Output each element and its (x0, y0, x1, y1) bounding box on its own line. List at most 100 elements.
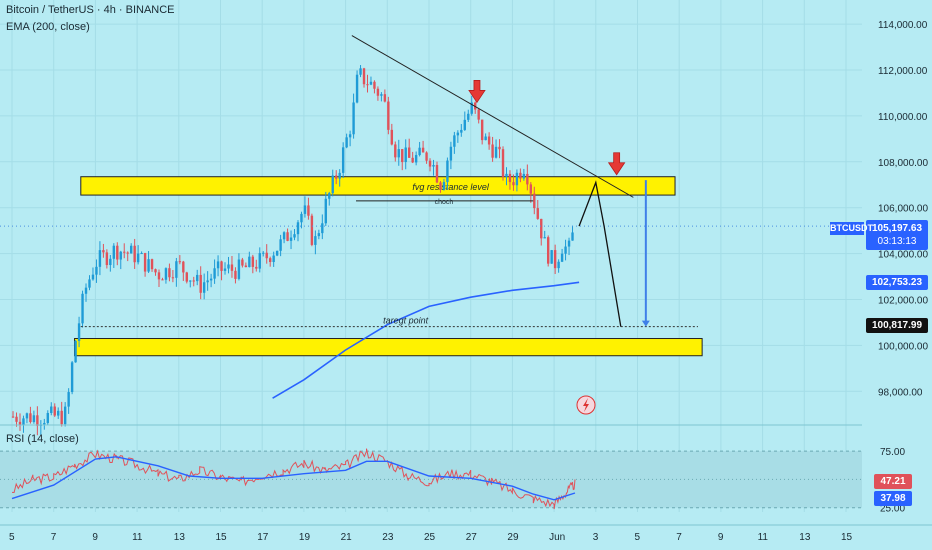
candle (105, 249, 109, 269)
time-tick-label: Jun (549, 532, 565, 543)
candle (168, 263, 171, 282)
candle-body (196, 274, 199, 282)
candle (303, 196, 307, 218)
candle-body (477, 109, 480, 120)
candle-body (564, 246, 567, 254)
candle (564, 239, 567, 261)
candle (296, 220, 300, 242)
candle-body (515, 172, 519, 186)
candle-body (272, 255, 275, 263)
price-tick-label: 110,000.00 (878, 112, 928, 123)
candle-body (147, 259, 150, 272)
candle (449, 141, 453, 170)
candle (81, 290, 84, 328)
candle-body (11, 416, 15, 418)
candle (307, 197, 310, 220)
candle-body (25, 413, 29, 419)
candle (411, 151, 414, 164)
candle-body (449, 146, 453, 161)
candle-body (57, 410, 60, 416)
candle (175, 257, 178, 287)
candle (77, 316, 81, 348)
candle-body (275, 250, 279, 256)
candle-body (43, 422, 46, 425)
projection-path[interactable] (578, 180, 622, 327)
candle-body (189, 280, 192, 282)
time-tick-label: 19 (299, 532, 311, 543)
price-tick-label: 112,000.00 (878, 66, 928, 77)
bar-countdown: 03:13:13 (877, 236, 917, 247)
candle (251, 254, 255, 274)
candle-body (467, 113, 470, 120)
candle (487, 132, 491, 150)
candle-body (453, 135, 456, 147)
candle-body (109, 258, 112, 266)
candle-body (352, 102, 355, 135)
time-tick-label: 13 (174, 532, 186, 543)
candle-body (540, 218, 543, 239)
resistance-zone[interactable] (80, 176, 676, 196)
candle-body (338, 172, 341, 179)
ema-indicator-label[interactable]: EMA (200, close) (6, 21, 90, 33)
candle-body (150, 259, 154, 270)
candle (50, 402, 53, 416)
support-zone[interactable] (74, 338, 703, 357)
candle (553, 244, 557, 275)
ema-200-line[interactable] (272, 281, 580, 399)
candle-body (63, 406, 67, 425)
candle (43, 418, 46, 430)
time-tick-label: 15 (216, 532, 228, 543)
candle-body (206, 280, 209, 283)
candle (67, 388, 70, 414)
down-arrow-marker[interactable] (468, 80, 486, 104)
candle (435, 161, 439, 184)
candle-body (369, 81, 373, 85)
candle (95, 259, 98, 283)
candle (394, 141, 397, 162)
candle-body (15, 416, 18, 422)
candle-body (387, 101, 390, 130)
candle-body (164, 268, 168, 280)
candle (84, 283, 88, 302)
price-tick-label: 104,000.00 (878, 250, 928, 261)
candle (209, 273, 213, 288)
candle (63, 402, 67, 427)
candle (317, 229, 321, 240)
candle (216, 255, 220, 277)
candle (102, 243, 105, 258)
candle-body (317, 233, 321, 237)
candle-body (53, 406, 56, 416)
candle (359, 65, 362, 78)
candle-body (428, 160, 432, 167)
candle (463, 111, 466, 131)
target-label: taregt point (383, 316, 429, 326)
price-tick-label: 102,000.00 (878, 296, 928, 307)
candle-body (394, 144, 397, 158)
candle-body (241, 259, 244, 266)
candle (508, 170, 512, 190)
candle (182, 260, 185, 281)
rsi-indicator-label[interactable]: RSI (14, close) (6, 433, 79, 445)
rsi-line[interactable] (11, 448, 576, 510)
time-tick-label: 27 (466, 532, 478, 543)
rsi-ma-line[interactable] (11, 456, 576, 501)
down-arrow-marker[interactable] (607, 152, 626, 176)
time-tick-label: 5 (635, 532, 641, 543)
candle-body (77, 323, 81, 341)
candle (526, 164, 529, 191)
candle (310, 213, 314, 247)
candle (98, 241, 102, 276)
descending-trendline[interactable] (351, 35, 634, 198)
candle (18, 413, 22, 431)
candle-body (140, 253, 143, 255)
candle-body (533, 193, 536, 209)
price-tick-label: 106,000.00 (878, 204, 928, 215)
price-tick-label: 108,000.00 (878, 158, 928, 169)
candle (355, 70, 359, 104)
lightning-icon[interactable] (576, 395, 596, 415)
candle-body (501, 149, 505, 177)
candle-body (237, 259, 241, 279)
candle (223, 262, 227, 275)
target-price-tag: 100,817.99 (866, 318, 928, 333)
